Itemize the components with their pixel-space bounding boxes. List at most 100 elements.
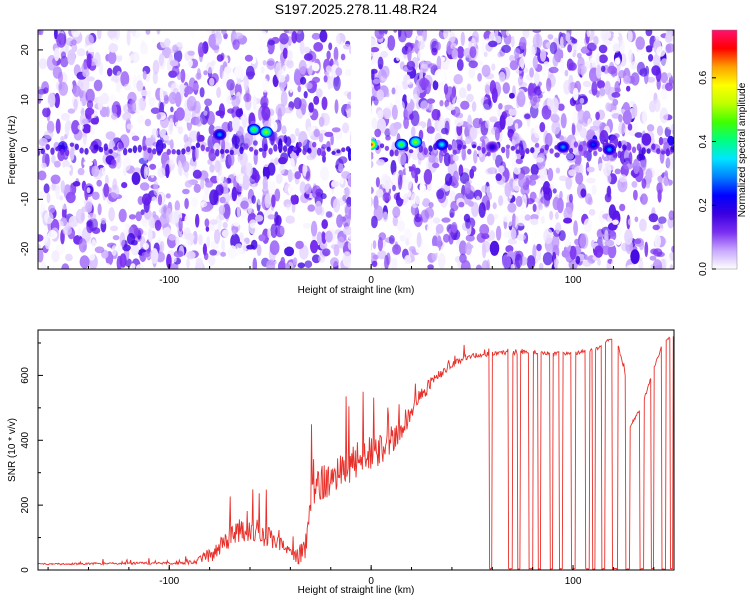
heatmap-cell	[627, 123, 633, 131]
heatmap-cell	[111, 113, 118, 120]
heatmap-cell	[428, 154, 436, 164]
heatmap-band-cell	[161, 143, 167, 149]
heatmap-cell	[598, 44, 608, 54]
heatmap-cell	[115, 53, 123, 63]
heatmap-cell	[159, 125, 167, 138]
heatmap-cell	[555, 222, 562, 234]
heatmap-cell	[660, 72, 669, 84]
heatmap-cell	[630, 61, 638, 70]
heatmap-cell	[524, 214, 531, 221]
heatmap-cell	[296, 30, 302, 34]
heatmap-cell	[391, 87, 396, 95]
heatmap-cell	[86, 219, 94, 234]
heatmap-cell	[509, 60, 519, 71]
heatmap-cell	[71, 39, 77, 46]
heatmap-cell	[513, 166, 521, 175]
heatmap-cell	[509, 54, 515, 62]
heatmap-cell	[445, 105, 456, 111]
heatmap-cell	[62, 166, 71, 173]
heatmap-cell	[560, 113, 567, 129]
heatmap-cell	[633, 122, 639, 131]
heatmap-cell	[572, 111, 579, 126]
heatmap-cell	[278, 156, 288, 165]
heatmap-band-cell	[79, 147, 84, 154]
heatmap-cell	[342, 194, 347, 202]
heatmap-cell	[51, 250, 60, 263]
heatmap-band-cell	[627, 144, 632, 151]
heatmap-hot-spot	[591, 143, 595, 146]
heatmap-cell	[94, 246, 105, 254]
heatmap-cell	[458, 240, 467, 256]
heatmap-cell	[327, 78, 332, 90]
heatmap-cell	[656, 125, 664, 136]
heatmap-cell	[599, 87, 606, 97]
heatmap-cell	[308, 102, 314, 113]
heatmap-cell	[243, 75, 249, 92]
heatmap-cell	[342, 251, 352, 267]
heatmap-band-cell	[476, 145, 482, 151]
heatmap-band-cell	[108, 149, 113, 154]
heatmap-cell	[604, 193, 612, 203]
heatmap-cell	[639, 218, 647, 232]
heatmap-cell	[516, 214, 527, 227]
heatmap-band-cell	[593, 150, 598, 157]
heatmap-cell	[68, 164, 74, 176]
heatmap-cell	[561, 249, 570, 258]
heatmap-cell	[503, 33, 512, 45]
heatmap-cell	[381, 65, 390, 79]
heatmap-cell	[238, 174, 244, 187]
heatmap-cell	[543, 61, 550, 67]
heatmap-cell	[426, 98, 436, 104]
heatmap-hot-spot	[440, 143, 444, 146]
heatmap-cell	[569, 193, 573, 203]
heatmap-cell	[43, 130, 54, 139]
heatmap-cell	[188, 130, 199, 142]
heatmap-cell	[435, 223, 444, 234]
heatmap-cell	[568, 169, 577, 177]
heatmap-cell	[533, 86, 542, 96]
y-tick-label: 600	[20, 367, 31, 384]
heatmap-cell	[340, 53, 346, 61]
heatmap-band-cell	[239, 146, 244, 155]
heatmap-cell	[286, 203, 291, 211]
heatmap-cell	[251, 182, 256, 190]
heatmap-cell	[346, 101, 353, 118]
heatmap-cell	[38, 30, 44, 36]
heatmap-band-cell	[156, 150, 162, 156]
heatmap-band-cell	[568, 147, 574, 154]
heatmap-band-cell	[98, 146, 104, 153]
heatmap-cell	[444, 173, 453, 187]
heatmap-cell	[321, 231, 326, 240]
heatmap-cell	[492, 150, 497, 161]
heatmap-cell	[82, 69, 90, 78]
colorbar-frame	[711, 29, 738, 270]
heatmap-cell	[38, 249, 44, 263]
heatmap-cell	[654, 234, 661, 248]
heatmap-cell	[491, 87, 498, 104]
heatmap-cell	[267, 228, 271, 239]
heatmap-cell	[518, 176, 525, 188]
heatmap-hot-spot	[264, 130, 268, 134]
x-tick-label: -100	[159, 275, 179, 286]
heatmap-cell	[631, 181, 638, 188]
heatmap-cell	[216, 171, 224, 185]
heatmap-cell	[488, 192, 493, 200]
heatmap-cell	[209, 164, 215, 173]
heatmap-cell	[220, 52, 225, 61]
heatmap-band-cell	[302, 147, 307, 156]
heatmap-cell	[614, 57, 621, 65]
heatmap-band-cell	[176, 149, 181, 156]
colorbar-tick-label: 0.6	[698, 70, 709, 84]
heatmap-cell	[59, 195, 64, 201]
heatmap-cell	[563, 206, 573, 222]
heatmap-cell	[256, 191, 263, 206]
heatmap-cell	[178, 162, 183, 177]
heatmap-cell	[377, 56, 384, 70]
heatmap-cell	[667, 124, 674, 131]
heatmap-cell	[370, 215, 378, 229]
heatmap-band-cell	[249, 146, 254, 152]
heatmap-cell	[344, 68, 352, 77]
heatmap-cell	[586, 166, 595, 173]
heatmap-cell	[421, 30, 427, 43]
heatmap-cell	[105, 174, 109, 186]
